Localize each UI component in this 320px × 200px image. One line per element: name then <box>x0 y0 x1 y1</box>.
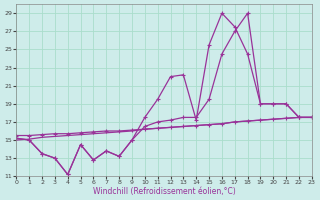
X-axis label: Windchill (Refroidissement éolien,°C): Windchill (Refroidissement éolien,°C) <box>93 187 236 196</box>
